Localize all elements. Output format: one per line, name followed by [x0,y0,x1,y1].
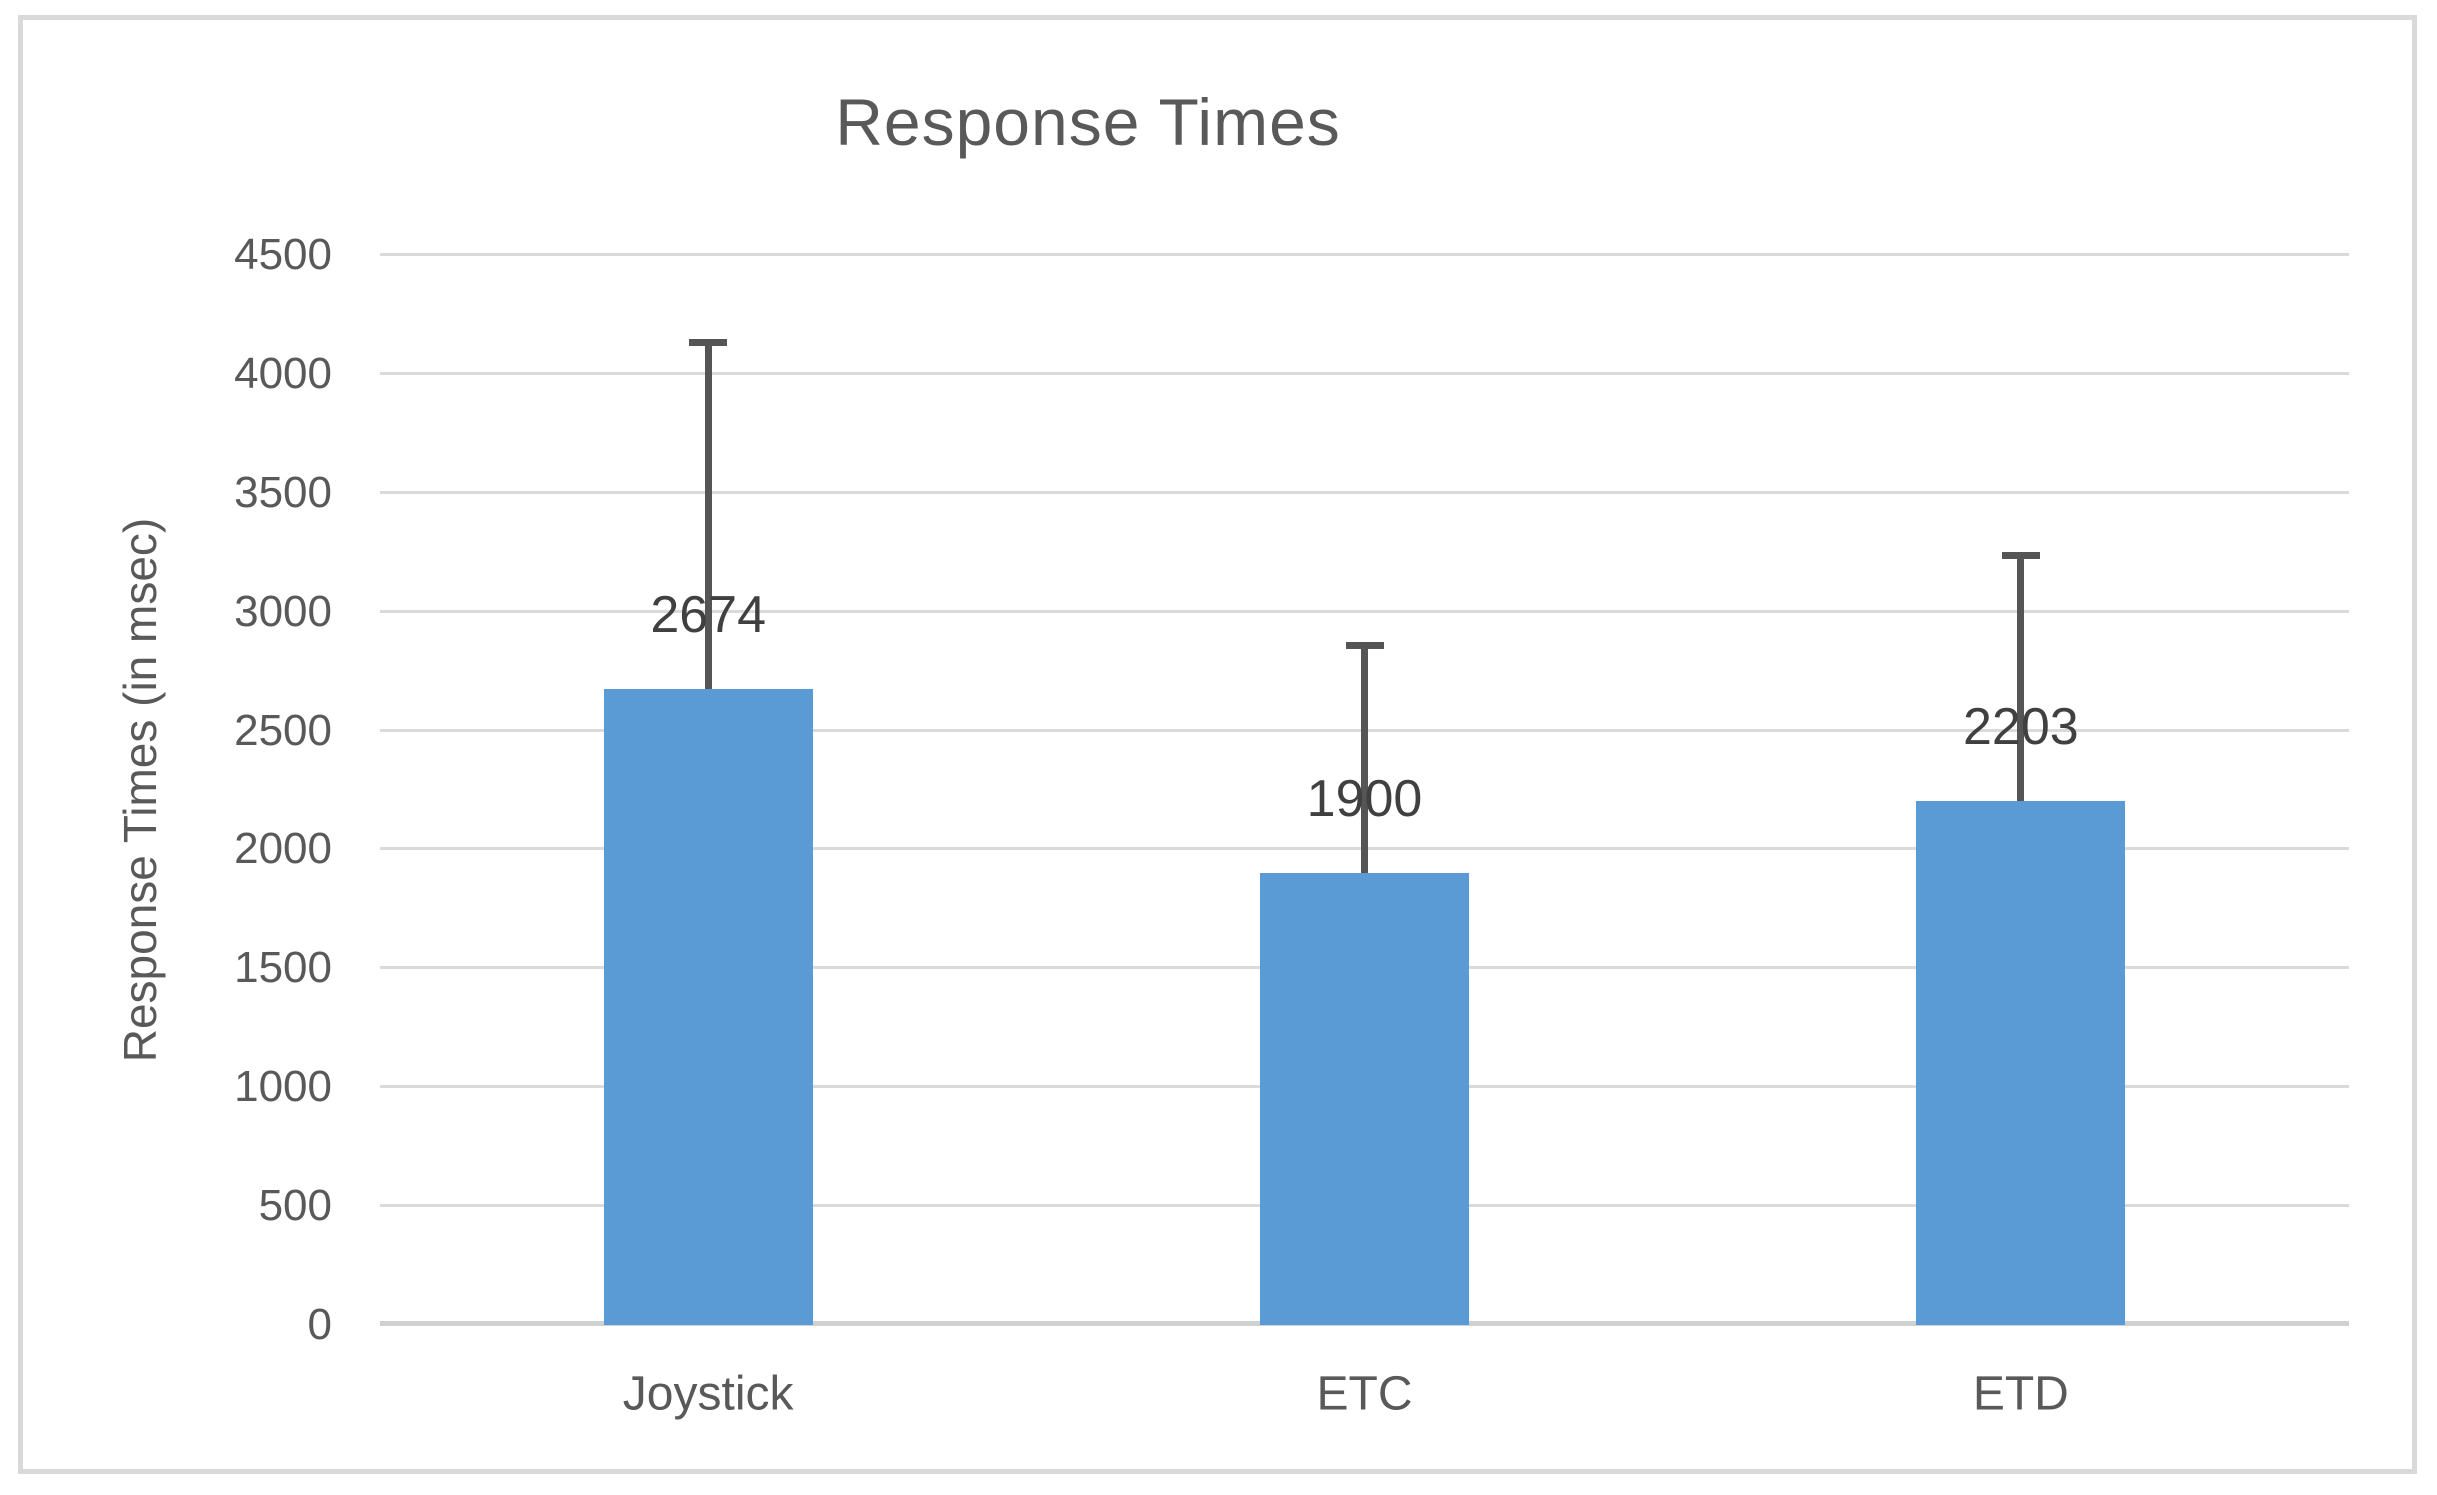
gridline [380,490,2349,494]
gridline [380,609,2349,613]
error-bar-line [1361,641,1368,874]
error-bar-line [2017,551,2025,802]
chart-border [18,15,2417,1474]
y-tick-label: 500 [258,1181,332,1231]
y-tick-label: 1500 [234,943,332,993]
y-tick-label: 2500 [234,705,332,755]
chart-title: Response Times [835,85,1341,159]
bar-value-label: 2203 [1962,698,2079,757]
bar-value-label: 2674 [650,586,766,645]
bar-etc [1260,873,1469,1325]
error-bar-line [704,338,712,690]
x-category-label: ETC [1316,1367,1413,1421]
y-tick-label: 4000 [234,348,332,398]
y-tick-label: 3000 [234,586,332,636]
bar-etd [1916,801,2126,1325]
plot-area: 2674 1900 2203 [380,253,2349,1326]
y-tick-label: 2000 [234,824,332,874]
bar-value-label: 1900 [1306,770,1423,829]
y-tick-label: 1000 [234,1062,332,1112]
y-tick-label: 4500 [234,230,332,279]
y-tick-label: 3500 [234,467,332,517]
gridline [380,253,2349,256]
bar-joystick [603,689,813,1325]
gridline [380,371,2349,375]
error-bar-cap [689,338,728,346]
x-category-label: Joystick [622,1367,794,1421]
error-bar-cap [2001,551,2040,559]
x-category-label: ETD [1972,1367,2069,1421]
error-bar-cap [1345,641,1384,649]
y-tick-label: 0 [307,1300,332,1349]
